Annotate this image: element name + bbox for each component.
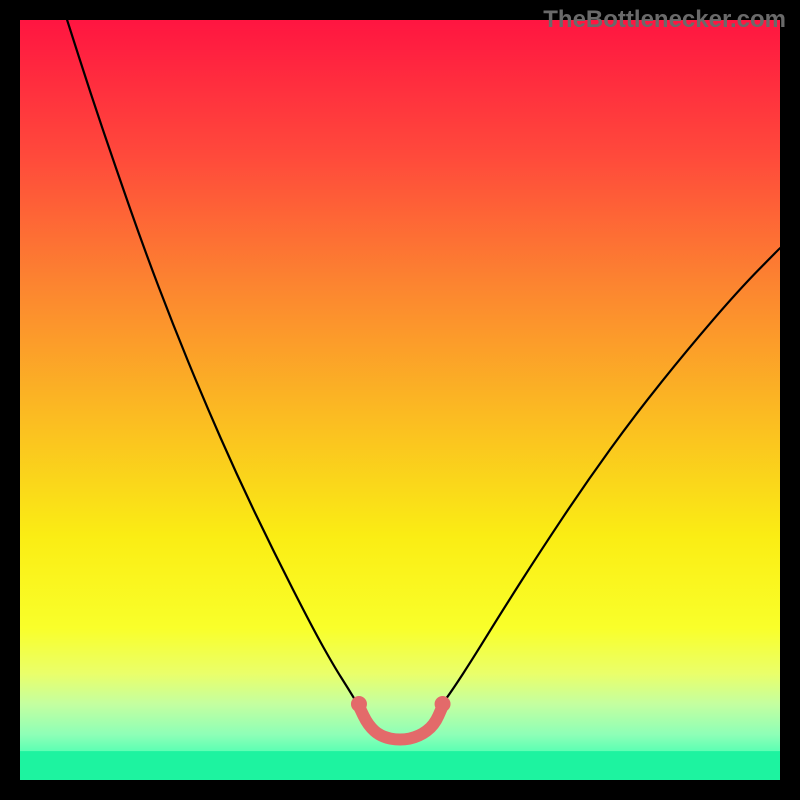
watermark-text: TheBottlenecker.com — [543, 6, 786, 34]
trough-dot-left — [351, 696, 367, 712]
curve-layer — [20, 20, 780, 780]
curve-left — [67, 20, 361, 710]
curve-right — [438, 248, 780, 710]
chart-container — [20, 20, 780, 780]
trough-marker — [359, 706, 443, 739]
trough-dot-right — [435, 696, 451, 712]
